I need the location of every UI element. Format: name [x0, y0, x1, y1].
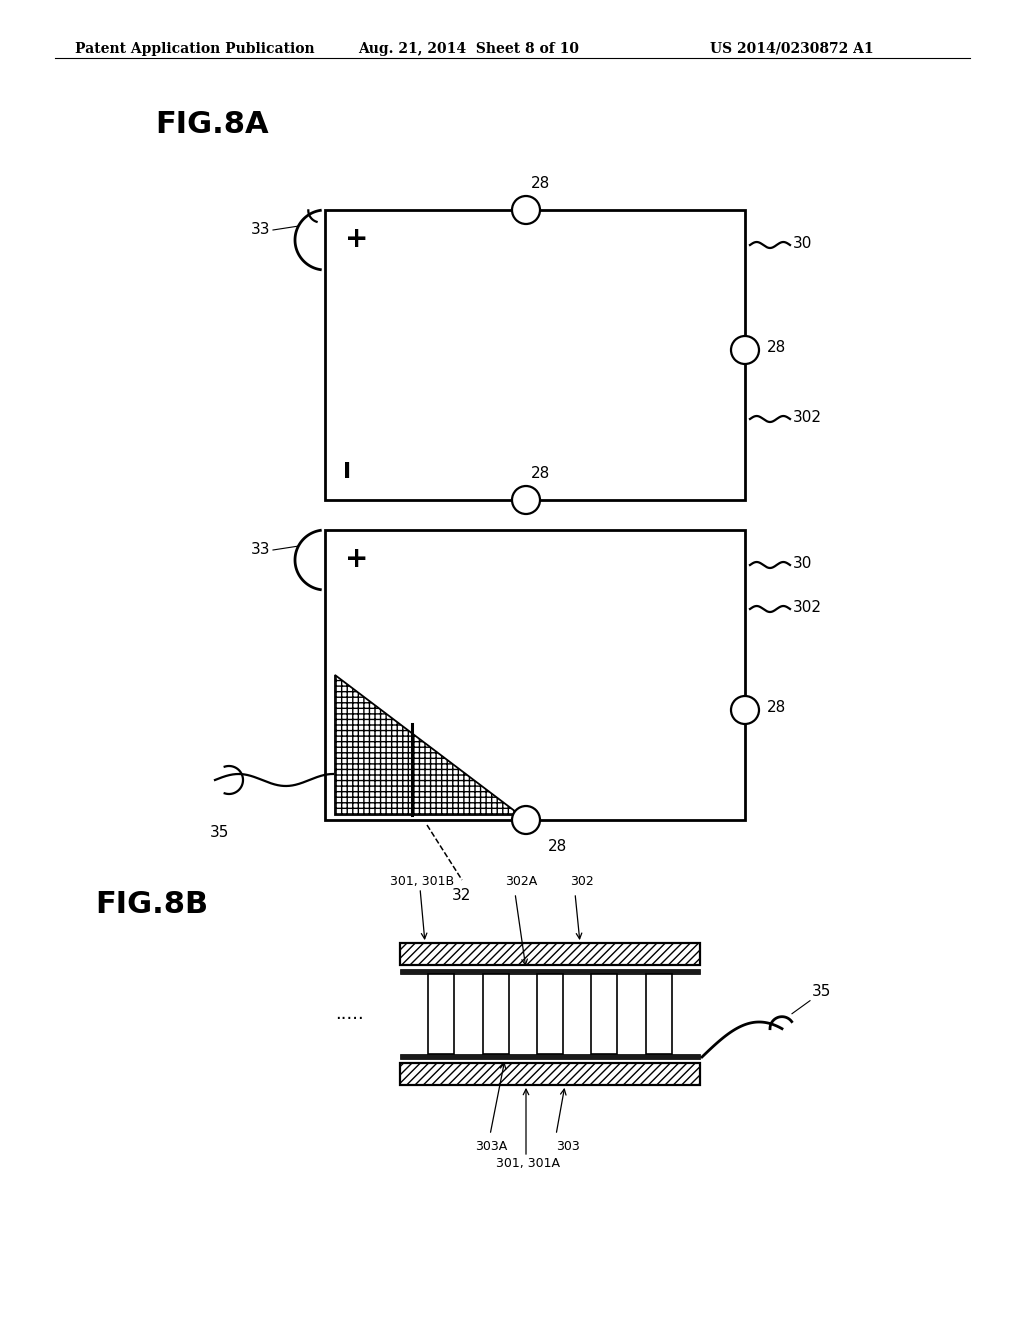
- Bar: [646, 974, 672, 1053]
- Bar: [591, 974, 617, 1053]
- Polygon shape: [335, 675, 520, 814]
- Text: +: +: [345, 545, 369, 573]
- Text: 28: 28: [767, 341, 786, 355]
- Text: 302: 302: [793, 409, 822, 425]
- Text: 28: 28: [767, 701, 786, 715]
- Text: Patent Application Publication: Patent Application Publication: [75, 42, 314, 55]
- Text: 33: 33: [251, 543, 270, 557]
- Text: US 2014/0230872 A1: US 2014/0230872 A1: [710, 42, 873, 55]
- Text: Aug. 21, 2014  Sheet 8 of 10: Aug. 21, 2014 Sheet 8 of 10: [358, 42, 579, 55]
- Bar: [400, 1053, 700, 1059]
- Bar: [325, 210, 745, 500]
- Bar: [537, 974, 563, 1053]
- Text: 35: 35: [812, 983, 831, 999]
- Text: 28: 28: [531, 176, 550, 191]
- Text: 302A: 302A: [505, 875, 538, 888]
- Circle shape: [512, 195, 540, 224]
- Text: .....: .....: [335, 1005, 364, 1023]
- Text: 303A: 303A: [475, 1140, 507, 1152]
- Bar: [428, 974, 455, 1053]
- Circle shape: [731, 337, 759, 364]
- Text: FIG.8B: FIG.8B: [95, 890, 208, 919]
- Text: 302: 302: [570, 875, 594, 888]
- Text: 302: 302: [793, 599, 822, 615]
- Bar: [400, 942, 700, 965]
- Bar: [400, 969, 700, 974]
- Text: 33: 33: [251, 223, 270, 238]
- Text: I: I: [343, 462, 351, 482]
- Text: 301, 301B: 301, 301B: [390, 875, 454, 888]
- Circle shape: [731, 696, 759, 723]
- Text: 30: 30: [793, 556, 812, 570]
- Bar: [482, 974, 509, 1053]
- Text: 32: 32: [452, 888, 471, 903]
- Text: 303: 303: [556, 1140, 580, 1152]
- Text: 30: 30: [793, 235, 812, 251]
- Bar: [400, 1063, 700, 1085]
- Text: 28: 28: [548, 840, 567, 854]
- Text: 28: 28: [531, 466, 550, 480]
- Text: 301, 301A: 301, 301A: [496, 1158, 560, 1170]
- Circle shape: [512, 486, 540, 513]
- Text: FIG.8A: FIG.8A: [155, 110, 268, 139]
- Text: +: +: [345, 224, 369, 253]
- Bar: [325, 531, 745, 820]
- Text: 35: 35: [210, 825, 229, 840]
- Circle shape: [512, 807, 540, 834]
